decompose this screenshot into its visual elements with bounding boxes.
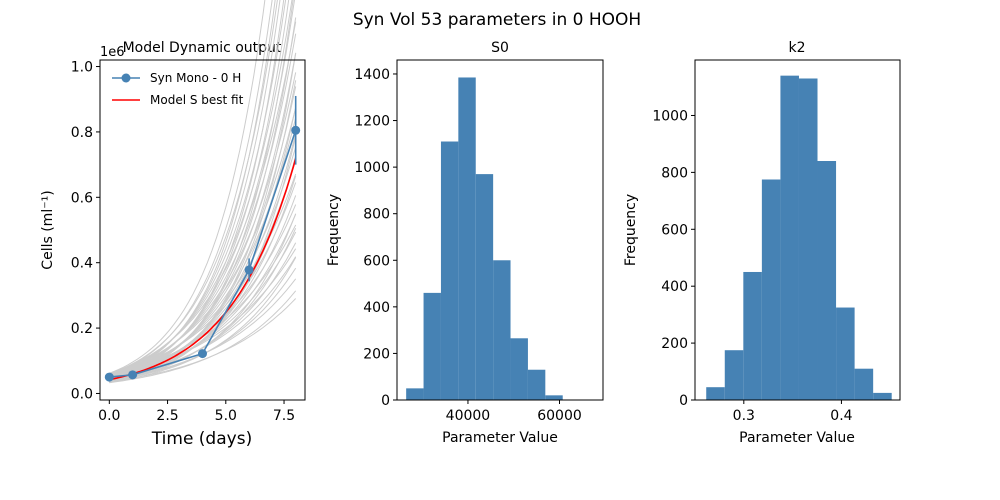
panel-s0-histogram-bar: [423, 292, 441, 400]
panel-model-ytick-label: 1.0: [71, 60, 93, 76]
panel-model-xtick-label: 5.0: [215, 408, 237, 424]
model-best-fit-line: [109, 158, 297, 381]
panel-model-ytick-label: 0.2: [71, 321, 93, 337]
ensemble-line: [109, 0, 295, 378]
figure-suptitle: Syn Vol 53 parameters in 0 HOOH: [353, 10, 641, 30]
ensemble-line: [109, 0, 276, 378]
panel-s0-histogram-bar: [458, 77, 476, 400]
panel-s0-axes-frame: [396, 59, 604, 401]
ensemble-line: [109, 0, 278, 375]
panel-s0-histogram-bar: [406, 388, 424, 400]
panel-k2-xtick-label: 0.3: [733, 408, 755, 424]
panel-model-xtick-label: 7.5: [273, 408, 295, 424]
panel-s0-ytick-label: 1000: [354, 160, 390, 176]
panel-k2-axes-frame: [694, 59, 901, 401]
panel-k2-ytick-label: 400: [661, 279, 688, 295]
panel-model-ytick-label: 0.8: [71, 125, 93, 141]
panel-model-xlabel: Time (days): [151, 429, 252, 449]
panel-k2-xtick-label: 0.4: [830, 408, 852, 424]
data-point: [291, 125, 301, 135]
panel-model-ytick-label: 0.0: [71, 386, 93, 402]
panel-model-title: Model Dynamic output: [123, 40, 282, 56]
y-offset-label: 1e6: [100, 45, 125, 60]
panel-s0-ytick-label: 0: [381, 393, 390, 409]
panel-model-xtick-label: 2.5: [156, 408, 178, 424]
panel-k2-ytick-label: 1000: [652, 108, 688, 124]
panel-model-dynamics: Model Dynamic output 1e6 Time (days) Cel…: [40, 0, 306, 449]
panel-k2-histogram: k2 Parameter Value Frequency 0.3 0.4 0 200 4…: [623, 40, 901, 446]
legend-label-data: Syn Mono - 0 H: [150, 71, 241, 85]
panel-k2-ytick-label: 600: [661, 222, 688, 238]
panel-k2-histogram-bar: [743, 271, 762, 400]
panel-model-axes-frame: [99, 59, 306, 401]
panel-s0-histogram-bar: [527, 369, 546, 400]
panel-s0-xtick-label: 40000: [446, 408, 491, 424]
ensemble-line: [109, 0, 290, 379]
panel-k2-histogram-bar: [817, 161, 837, 400]
panel-s0-histogram-bar: [440, 141, 459, 400]
panel-model-ytick-label: 0.6: [71, 190, 93, 206]
ensemble-line: [109, 0, 281, 377]
panel-s0-ytick-label: 1400: [354, 67, 390, 83]
panel-k2-histogram-bar: [724, 350, 744, 400]
ensemble-line: [109, 52, 297, 379]
data-point: [128, 370, 138, 380]
panel-s0-ylabel: Frequency: [326, 194, 342, 266]
panel-k2-histogram-bar: [873, 392, 892, 400]
data-point: [244, 265, 254, 275]
panel-s0-ytick-label: 1200: [354, 114, 390, 130]
legend-label-model: Model S best fit: [150, 93, 244, 107]
legend: Syn Mono - 0 H Model S best fit: [112, 71, 244, 107]
panel-s0-ytick-label: 400: [363, 300, 390, 316]
panel-s0-ytick-label: 800: [363, 207, 390, 223]
panel-k2-ytick-label: 800: [661, 165, 688, 181]
data-point: [104, 372, 114, 382]
panel-k2-histogram-bar: [706, 387, 725, 400]
legend-marker-data: [121, 73, 131, 83]
ensemble-line: [109, 158, 297, 379]
panel-s0-xtick-label: 60000: [537, 408, 582, 424]
panel-k2-histogram-bar: [780, 75, 799, 401]
ensemble-line: [109, 0, 293, 375]
panel-k2-histogram-bar: [761, 179, 781, 400]
panel-k2-ytick-label: 0: [679, 393, 688, 409]
ensemble-lines: [109, 0, 297, 384]
panel-model-ytick-label: 0.4: [71, 256, 93, 272]
panel-k2-histogram-bar: [798, 78, 818, 401]
panel-k2-title: k2: [788, 40, 805, 56]
panel-s0-ytick-label: 200: [363, 346, 390, 362]
panel-s0-histogram-bar: [545, 395, 563, 400]
panel-k2-xlabel: Parameter Value: [739, 430, 855, 446]
panel-s0-title: S0: [491, 40, 509, 56]
panel-k2-ytick-label: 200: [661, 336, 688, 352]
panel-s0-histogram: S0 Parameter Value Frequency 40000 60000 0…: [326, 40, 604, 446]
panel-k2-ylabel: Frequency: [623, 194, 639, 266]
ensemble-line: [109, 0, 273, 376]
data-point: [198, 349, 207, 359]
panel-s0-xlabel: Parameter Value: [442, 430, 558, 446]
panel-model-ylabel: Cells (ml⁻¹): [40, 190, 56, 269]
panel-model-xtick-label: 0.0: [98, 408, 120, 424]
panel-s0-histogram-bar: [475, 174, 494, 400]
panel-k2-histogram-bar: [854, 368, 874, 400]
panel-s0-histogram-bar: [493, 260, 511, 400]
panel-k2-histogram-bar: [836, 307, 855, 400]
ensemble-line: [109, 0, 285, 380]
ensemble-line: [109, 0, 266, 374]
panel-s0-histogram-bar: [510, 338, 528, 400]
panel-s0-ytick-label: 600: [363, 253, 390, 269]
